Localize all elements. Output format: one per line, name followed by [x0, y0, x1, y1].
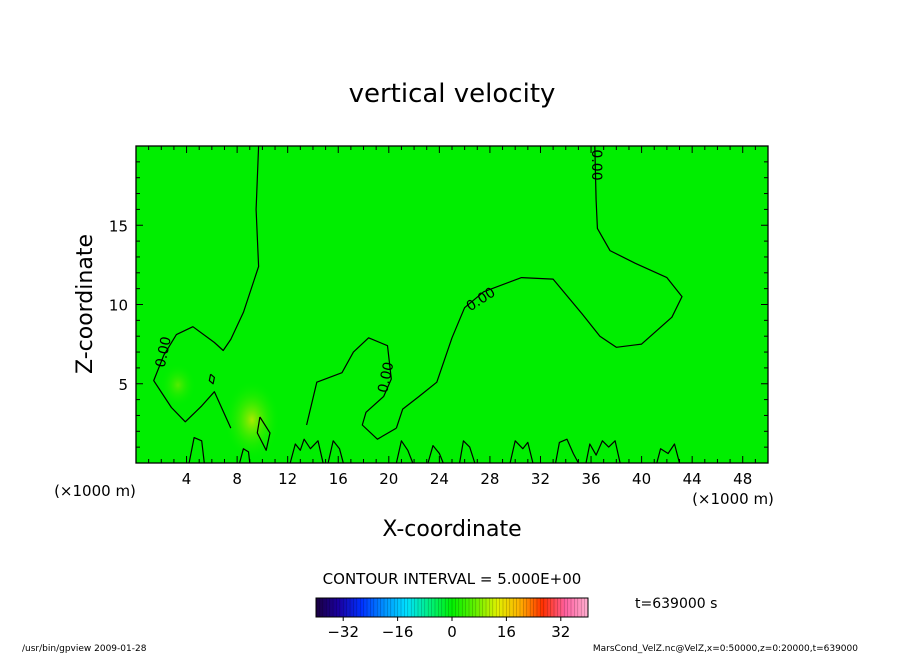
- chart-title: vertical velocity: [349, 79, 556, 109]
- x-tick-label: 20: [379, 470, 398, 488]
- colorbar-tick-label: −16: [382, 623, 414, 641]
- colorbar-tick-label: 0: [447, 623, 457, 641]
- contour-line-12: [509, 440, 534, 464]
- y-axis-ticks: 5 10 15: [109, 161, 768, 448]
- colorbar-tick-label: −32: [327, 623, 359, 641]
- contour-lines: [153, 145, 683, 464]
- x-tick-label: 4: [182, 470, 192, 488]
- contour-line-3: [256, 416, 271, 451]
- x-tick-label: 24: [430, 470, 449, 488]
- contour-line-13: [555, 438, 579, 464]
- footer-right: MarsCond_VelZ.nc@VelZ,x=0:50000,z=0:2000…: [593, 644, 858, 654]
- contour-label-3: 0.00: [588, 149, 604, 180]
- x-tick-label: 32: [531, 470, 550, 488]
- warm-region: [224, 380, 280, 460]
- contour-line-14: [585, 440, 621, 464]
- x-axis-ticks: 4 8 12 16 20 24 28 32 36 40 44 48: [148, 146, 756, 488]
- y-axis-label: Z-coordinate: [73, 234, 98, 374]
- x-tick-label: 48: [733, 470, 752, 488]
- x-axis-label: X-coordinate: [382, 517, 521, 542]
- contour-line-10: [427, 445, 444, 464]
- contour-line-15: [656, 443, 681, 464]
- contour-line-1: [306, 337, 397, 440]
- contour-line-11: [459, 440, 476, 464]
- contour-interval-label: CONTOUR INTERVAL = 5.000E+00: [323, 570, 582, 588]
- contour-line-0: [153, 145, 260, 429]
- x-tick-label: 12: [278, 470, 297, 488]
- colorbar-tick-label: 32: [551, 623, 570, 641]
- colorbar-tick-label: 16: [497, 623, 516, 641]
- colorbar: [316, 598, 588, 617]
- contour-line-7: [289, 438, 324, 464]
- x-unit-left: (×1000 m): [54, 482, 136, 500]
- x-tick-label: 16: [329, 470, 348, 488]
- contour-line-2: [395, 145, 683, 429]
- contour-line-4: [208, 373, 215, 385]
- contour-line-8: [327, 440, 344, 464]
- footer-left: /usr/bin/gpview 2009-01-28: [22, 644, 147, 654]
- x-tick-label: 36: [581, 470, 600, 488]
- y-tick-label: 5: [118, 376, 128, 394]
- warm-region-small: [160, 363, 196, 407]
- x-tick-label: 28: [480, 470, 499, 488]
- x-tick-label: 40: [632, 470, 651, 488]
- contour-line-6: [239, 448, 251, 464]
- x-unit-right: (×1000 m): [692, 490, 774, 508]
- colorbar-ticks: −32 −16 0 16 32: [327, 617, 570, 641]
- x-tick-label: 44: [683, 470, 702, 488]
- y-tick-label: 10: [109, 297, 128, 315]
- contour-line-5: [188, 437, 205, 464]
- contour-labels: 0.000.000.000.00: [153, 149, 604, 394]
- time-label: t=639000 s: [635, 596, 717, 612]
- contour-line-9: [395, 440, 414, 464]
- contour-label-1: 0.00: [375, 361, 397, 395]
- y-tick-label: 15: [109, 217, 128, 235]
- contour-label-0: 0.00: [153, 335, 175, 369]
- x-tick-label: 8: [232, 470, 242, 488]
- colorbar-fill: [316, 598, 588, 617]
